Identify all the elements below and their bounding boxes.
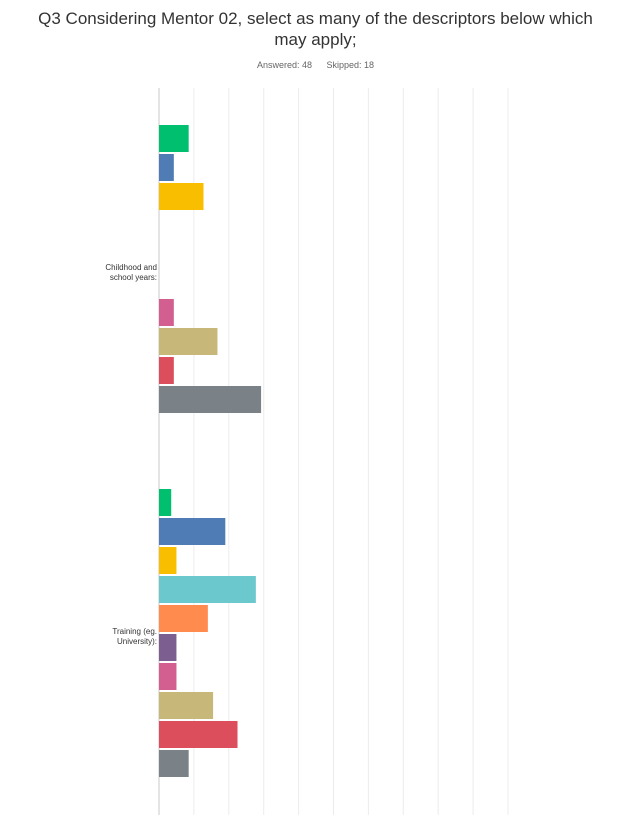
bar-1-series-10 (159, 386, 262, 413)
category-labels: Childhood and school years: Training (eg. U… (105, 263, 157, 646)
category-label-1: Childhood and school years: (105, 263, 157, 282)
bar-1-series-9 (159, 357, 174, 384)
bar-2-series-5 (159, 605, 208, 632)
bar-2-series-10 (159, 750, 189, 777)
bar-1-series-8 (159, 328, 218, 355)
bar-1-series-1 (159, 125, 189, 152)
bar-2-series-6 (159, 634, 177, 661)
bar-1-series-2 (159, 154, 174, 181)
bar-2-series-7 (159, 663, 177, 690)
bar-2-series-1 (159, 489, 172, 516)
bar-1-series-7 (159, 299, 174, 326)
bar-2-series-3 (159, 547, 177, 574)
category-label-2: Training (eg. University): (112, 627, 157, 646)
question-title: Q3 Considering Mentor 02, select as many… (38, 9, 593, 49)
bar-2-series-4 (159, 576, 256, 603)
response-stats: Answered: 48 Skipped: 18 (0, 60, 631, 70)
bar-2-series-8 (159, 692, 214, 719)
bar-2-series-2 (159, 518, 226, 545)
bar-1-series-3 (159, 183, 204, 210)
bar-layer (159, 125, 262, 777)
bar-2-series-9 (159, 721, 238, 748)
skipped-count: Skipped: 18 (326, 60, 375, 70)
answered-count: Answered: 48 (256, 60, 312, 70)
